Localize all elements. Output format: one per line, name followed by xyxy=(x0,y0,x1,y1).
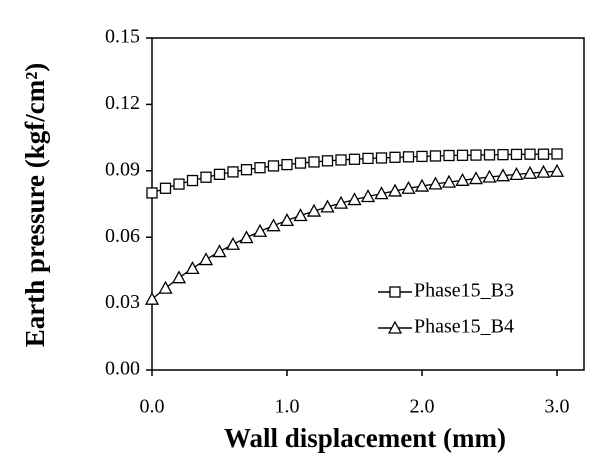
marker xyxy=(200,171,212,183)
marker xyxy=(510,148,523,161)
marker xyxy=(524,148,536,160)
marker xyxy=(360,189,376,203)
marker xyxy=(279,213,295,227)
marker xyxy=(293,208,308,222)
marker xyxy=(185,261,200,275)
marker xyxy=(254,162,266,174)
marker xyxy=(441,174,457,188)
marker xyxy=(483,149,496,161)
x-tick-label: 3.0 xyxy=(545,396,570,418)
marker xyxy=(294,157,307,169)
marker xyxy=(522,165,538,179)
marker xyxy=(186,174,199,187)
marker xyxy=(306,203,322,217)
marker xyxy=(537,148,550,160)
x-axis-title: Wall displacement (mm) xyxy=(224,423,506,453)
marker xyxy=(266,218,281,232)
marker xyxy=(335,154,347,166)
y-tick-label: 0.09 xyxy=(105,158,140,180)
marker xyxy=(401,180,416,194)
marker xyxy=(144,291,160,305)
marker xyxy=(320,199,335,213)
marker xyxy=(227,166,239,178)
marker xyxy=(455,172,470,186)
marker xyxy=(146,187,158,199)
marker xyxy=(443,149,455,162)
marker xyxy=(198,252,214,266)
x-tick-label: 0.0 xyxy=(140,396,165,418)
marker xyxy=(348,153,361,165)
legend-label: Phase15_B3 xyxy=(414,280,514,302)
marker xyxy=(281,158,293,171)
legend-marker xyxy=(387,320,403,334)
marker xyxy=(402,151,415,163)
marker xyxy=(213,168,226,180)
y-tick-label: 0.03 xyxy=(105,291,140,313)
marker xyxy=(374,186,389,200)
marker xyxy=(389,151,401,163)
marker xyxy=(551,148,563,160)
marker xyxy=(159,182,172,194)
y-tick-label: 0.15 xyxy=(105,26,140,48)
marker xyxy=(212,244,227,258)
marker xyxy=(267,160,280,172)
marker xyxy=(333,195,349,209)
marker xyxy=(225,236,241,250)
marker xyxy=(549,163,565,177)
y-tick-label: 0.00 xyxy=(105,358,140,380)
marker xyxy=(495,168,511,182)
legend-label: Phase15_B4 xyxy=(414,316,514,338)
marker xyxy=(456,149,469,161)
y-axis-title: Earth pressure (kgf/cm²) xyxy=(20,63,50,348)
marker xyxy=(387,183,403,197)
marker xyxy=(468,171,484,185)
x-tick-label: 2.0 xyxy=(410,396,435,418)
x-tick-label: 1.0 xyxy=(275,396,300,418)
marker xyxy=(158,280,173,294)
marker xyxy=(252,223,268,237)
marker xyxy=(171,270,187,284)
marker xyxy=(428,176,443,190)
marker xyxy=(308,156,320,168)
marker xyxy=(240,164,253,176)
marker xyxy=(321,155,334,167)
marker xyxy=(482,169,497,183)
marker xyxy=(375,152,388,164)
marker xyxy=(416,150,428,163)
marker xyxy=(470,149,482,161)
plot-frame xyxy=(151,37,585,371)
marker xyxy=(429,150,442,162)
y-tick-label: 0.12 xyxy=(105,92,140,114)
marker xyxy=(362,152,374,165)
marker xyxy=(239,230,254,244)
legend-marker xyxy=(389,286,401,298)
y-tick-label: 0.06 xyxy=(105,225,140,247)
marker xyxy=(173,178,185,190)
marker xyxy=(414,178,430,192)
marker xyxy=(509,166,524,180)
marker xyxy=(536,164,551,178)
marker xyxy=(347,192,362,206)
marker xyxy=(497,148,509,161)
